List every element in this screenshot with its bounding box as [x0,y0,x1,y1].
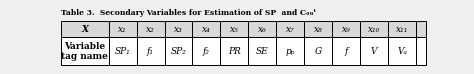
Text: Variable
tag name: Variable tag name [62,42,108,61]
Text: x₂: x₂ [146,25,155,34]
Bar [192,37,220,65]
Bar [276,37,304,65]
Bar [332,21,360,37]
Bar [360,37,388,65]
Bar [109,37,137,65]
Bar [164,21,192,37]
Text: x₃: x₃ [174,25,183,34]
Text: x₆: x₆ [258,25,267,34]
Text: SP₁: SP₁ [115,47,130,56]
Text: x₁₀: x₁₀ [368,25,380,34]
Text: x₇: x₇ [286,25,295,34]
Bar [220,37,248,65]
Bar [109,21,137,37]
Bar [304,21,332,37]
Text: x₄: x₄ [202,25,211,34]
Bar [137,21,164,37]
Bar [220,21,248,37]
Bar [388,21,416,37]
Text: G: G [315,47,322,56]
Bar [248,21,276,37]
Bar [248,37,276,65]
Bar [61,21,109,37]
Bar [332,37,360,65]
Text: f: f [345,47,348,56]
Text: x₁: x₁ [118,25,127,34]
Text: x₅: x₅ [230,25,239,34]
Bar [416,21,426,37]
Text: PR: PR [228,47,241,56]
Bar [276,21,304,37]
Bar [137,37,164,65]
Bar [304,37,332,65]
Bar [416,37,426,65]
Bar [360,21,388,37]
Text: x₈: x₈ [314,25,323,34]
Text: f₁: f₁ [147,47,154,56]
Text: SE: SE [256,47,269,56]
Bar [388,37,416,65]
Bar [192,21,220,37]
Bar [164,37,192,65]
Text: V: V [371,47,377,56]
Text: f₂: f₂ [203,47,210,56]
Text: Table 3.  Secondary Variables for Estimation of SP  and Cₒᵤᵗ: Table 3. Secondary Variables for Estimat… [61,9,317,17]
Text: SP₂: SP₂ [171,47,186,56]
Bar [61,37,109,65]
Text: x₉: x₉ [342,25,351,34]
Text: x₁₁: x₁₁ [396,25,408,34]
Text: pₚ: pₚ [286,47,295,56]
Text: X: X [82,25,88,34]
Text: Vₐ: Vₐ [397,47,407,56]
